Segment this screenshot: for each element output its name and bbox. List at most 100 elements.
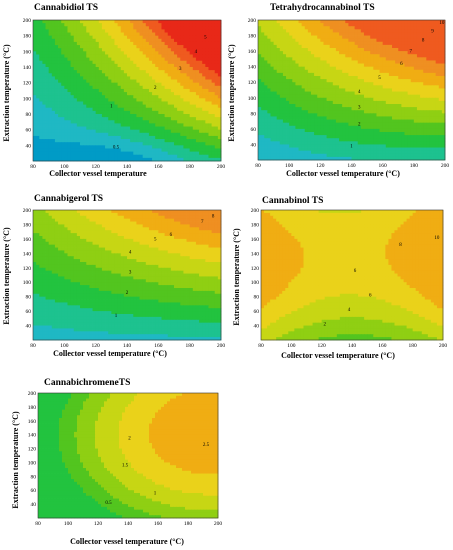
x-tick-label: 180 — [184, 521, 193, 527]
x-tick-label: 80 — [30, 343, 36, 349]
y-tick-label: 180 — [248, 34, 257, 40]
contour-label: 6 — [400, 62, 403, 67]
y-tick-label: 40 — [26, 324, 32, 330]
contour-label: 8 — [212, 214, 215, 219]
y-tick-label: 140 — [251, 251, 260, 257]
x-tick-label: 140 — [123, 343, 132, 349]
contour-label: 8 — [422, 39, 425, 44]
contour-label: 5 — [378, 76, 381, 81]
x-tick-label: 100 — [285, 163, 294, 169]
x-tick-label: 100 — [287, 343, 296, 349]
y-tick-label: 40 — [31, 502, 37, 508]
x-tick-label: 180 — [186, 343, 195, 349]
x-tick-label: 100 — [60, 164, 69, 170]
x-tick-label: 160 — [154, 343, 163, 349]
y-tick-label: 160 — [23, 49, 32, 55]
contour-label: 7 — [409, 50, 412, 55]
y-tick-label: 100 — [251, 280, 260, 286]
contour-label: 10 — [434, 236, 440, 241]
y-tick-label: 100 — [23, 96, 32, 102]
y-tick-label: 60 — [254, 309, 260, 315]
x-axis-label: Collector vessel temperature (°C) — [286, 169, 400, 178]
x-tick-label: 140 — [348, 343, 357, 349]
chart-title: Cannabigerol TS — [34, 194, 103, 204]
contour-label: 1 — [154, 492, 157, 497]
x-tick-label: 200 — [214, 521, 223, 527]
contour-label: 3 — [358, 106, 361, 111]
contour-label: 1 — [115, 314, 118, 319]
x-tick-label: 80 — [258, 343, 264, 349]
contour-label: 0.5 — [113, 145, 120, 150]
x-tick-label: 120 — [318, 343, 327, 349]
x-tick-label: 200 — [217, 343, 226, 349]
panel-cannabigerol: Cannabigerol TS Collector vessel tempera… — [2, 194, 225, 358]
panel-cannabichromene: CannabichromeneTS Collector vessel tempe… — [11, 378, 222, 546]
y-tick-label: 160 — [251, 237, 260, 243]
x-tick-label: 120 — [92, 343, 101, 349]
contour-label: 2.5 — [203, 443, 210, 448]
contour-label: 4 — [348, 308, 351, 313]
contour-label: 5 — [204, 36, 207, 41]
contour-label: 2 — [128, 437, 131, 442]
x-tick-label: 80 — [255, 163, 261, 169]
y-tick-label: 120 — [23, 266, 32, 272]
contour-label: 2 — [358, 123, 361, 128]
y-tick-label: 80 — [26, 295, 32, 301]
contour-label: 6 — [369, 294, 372, 299]
contour-label: 6 — [170, 233, 173, 238]
contour-label: 2 — [323, 323, 326, 328]
contour-label: 2 — [154, 86, 157, 91]
y-tick-label: 140 — [28, 433, 37, 439]
y-tick-label: 100 — [28, 460, 37, 466]
x-tick-label: 160 — [154, 521, 163, 527]
contour-label: 7 — [201, 220, 204, 225]
contour-label: 9 — [431, 29, 434, 34]
y-tick-label: 200 — [23, 18, 32, 24]
x-tick-label: 140 — [124, 521, 133, 527]
y-tick-label: 100 — [248, 96, 257, 102]
plot-frame — [260, 209, 444, 341]
x-tick-label: 120 — [92, 164, 101, 170]
y-tick-label: 160 — [248, 49, 257, 55]
x-axis-label: Collector vessel temperature (°C) — [70, 537, 184, 546]
y-tick-label: 120 — [28, 447, 37, 453]
contour-fill — [261, 210, 444, 341]
y-tick-label: 40 — [26, 143, 32, 149]
y-tick-label: 60 — [26, 309, 32, 315]
y-tick-label: 140 — [248, 65, 257, 71]
x-axis-label: Collector vessel temperature (°C) — [281, 351, 395, 360]
y-tick-label: 40 — [254, 324, 260, 330]
y-tick-label: 160 — [23, 237, 32, 243]
chart-title: Tetrahydrocannabinol TS — [270, 3, 375, 13]
y-axis-label: Extraction temperature (°C) — [11, 411, 20, 509]
y-axis-label: Extraction temperature (°C) — [2, 227, 11, 325]
plot-frame — [257, 19, 446, 161]
panel-cannabidiol: Cannabidiol TS Collector vessel temperat… — [2, 3, 225, 178]
y-tick-label: 120 — [23, 81, 32, 87]
contour-fill — [38, 393, 219, 519]
y-axis-label: Extraction temperature (°C) — [2, 44, 11, 142]
y-tick-label: 200 — [251, 208, 260, 214]
contour-label: 4 — [358, 90, 361, 95]
contour-label: 5 — [154, 237, 157, 242]
y-axis-label: Extraction temperature (°C) — [227, 44, 236, 142]
x-tick-label: 180 — [409, 343, 418, 349]
plot-frame — [32, 209, 222, 341]
contour-label: 1 — [110, 105, 113, 110]
chart-title: Cannabidiol TS — [34, 3, 98, 13]
x-tick-label: 200 — [439, 343, 448, 349]
y-tick-label: 100 — [23, 280, 32, 286]
contour-label: 4 — [195, 50, 198, 55]
plot-frame — [32, 19, 222, 162]
x-tick-label: 80 — [30, 164, 36, 170]
panel-tetrahydrocannabinol: Tetrahydrocannabinol TS Collector vessel… — [227, 3, 449, 178]
y-tick-label: 120 — [248, 80, 257, 86]
y-axis-label: Extraction temperature (°C) — [232, 228, 241, 326]
y-tick-label: 180 — [251, 222, 260, 228]
y-tick-label: 140 — [23, 251, 32, 257]
contour-label: 3 — [179, 67, 182, 72]
contour-label: 10 — [439, 21, 445, 26]
y-tick-label: 120 — [251, 266, 260, 272]
panel-cannabinol: Cannabinol TS Collector vessel temperatu… — [232, 196, 447, 360]
